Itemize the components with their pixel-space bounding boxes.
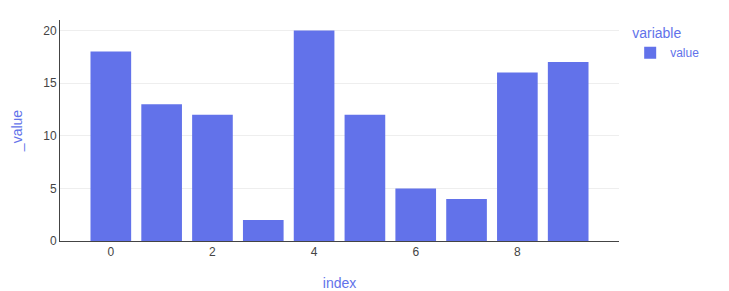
svg-text:20: 20 bbox=[43, 24, 57, 38]
svg-text:8: 8 bbox=[514, 245, 521, 259]
svg-text:0: 0 bbox=[50, 234, 57, 248]
svg-text:_value: _value bbox=[9, 110, 25, 152]
svg-text:2: 2 bbox=[209, 245, 216, 259]
svg-text:value: value bbox=[670, 46, 699, 60]
svg-text:0: 0 bbox=[107, 245, 114, 259]
svg-text:4: 4 bbox=[311, 245, 318, 259]
svg-text:index: index bbox=[323, 275, 356, 291]
svg-text:variable: variable bbox=[632, 25, 681, 41]
svg-text:5: 5 bbox=[50, 182, 57, 196]
svg-text:15: 15 bbox=[43, 76, 57, 90]
svg-text:10: 10 bbox=[43, 129, 57, 143]
svg-text:6: 6 bbox=[412, 245, 419, 259]
